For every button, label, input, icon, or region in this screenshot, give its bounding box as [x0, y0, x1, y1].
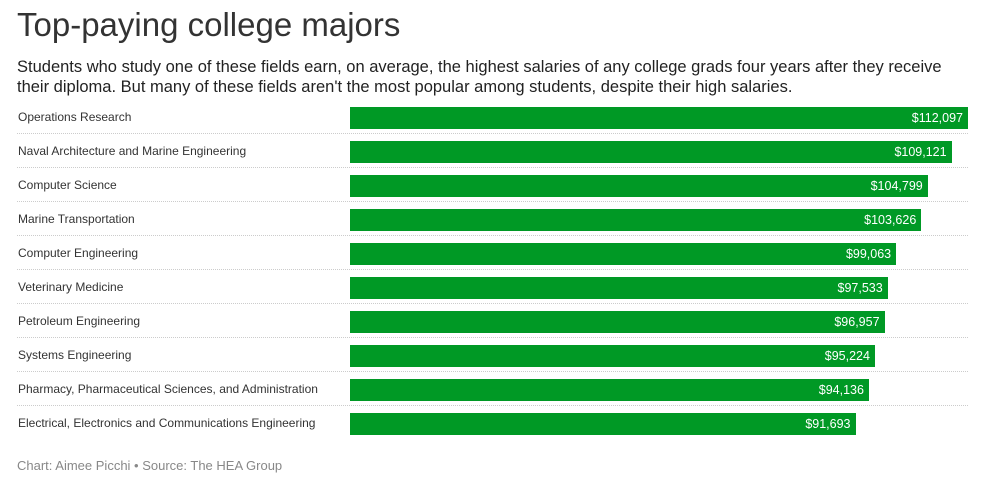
category-label: Marine Transportation	[18, 212, 135, 226]
bar-row: Pharmacy, Pharmaceutical Sciences, and A…	[17, 372, 968, 406]
bar-row: Electrical, Electronics and Communicatio…	[17, 406, 968, 440]
bar: $94,136	[350, 379, 869, 401]
bar-row: Computer Engineering $99,063	[17, 236, 968, 270]
bar: $97,533	[350, 277, 888, 299]
bar: $96,957	[350, 311, 885, 333]
bar: $95,224	[350, 345, 875, 367]
value-label: $97,533	[837, 281, 883, 295]
chart-title: Top-paying college majors	[17, 6, 401, 43]
bar-row: Marine Transportation $103,626	[17, 202, 968, 236]
bar: $104,799	[350, 175, 928, 197]
category-label: Operations Research	[18, 110, 132, 124]
category-label: Veterinary Medicine	[18, 280, 124, 294]
bar: $91,693	[350, 413, 856, 435]
category-label: Computer Science	[18, 178, 117, 192]
category-label: Electrical, Electronics and Communicatio…	[18, 416, 316, 430]
value-label: $112,097	[911, 111, 963, 125]
chart-source: Chart: Aimee Picchi • Source: The HEA Gr…	[17, 458, 283, 473]
bar: $112,097	[350, 107, 968, 129]
chart-subtitle: Students who study one of these fields e…	[17, 58, 942, 96]
bar-chart: Operations Research $112,097 Naval Archite…	[17, 100, 968, 440]
bar: $109,121	[350, 141, 952, 163]
value-label: $99,063	[845, 247, 892, 261]
value-label: $91,693	[805, 417, 851, 431]
category-label: Naval Architecture and Marine Engineerin…	[18, 144, 247, 158]
bar: $103,626	[350, 209, 922, 231]
bar-row: Veterinary Medicine $97,533	[17, 270, 968, 304]
category-label: Computer Engineering	[18, 246, 139, 260]
category-label: Petroleum Engineering	[18, 314, 141, 328]
value-label: $104,799	[870, 179, 923, 193]
category-label: Systems Engineering	[18, 348, 132, 362]
bar: $99,063	[350, 243, 897, 265]
value-label: $103,626	[864, 213, 917, 227]
bar-row: Computer Science $104,799	[17, 168, 968, 202]
bar-row: Naval Architecture and Marine Engineerin…	[17, 134, 968, 168]
category-label: Pharmacy, Pharmaceutical Sciences, and A…	[18, 382, 318, 396]
value-label: $94,136	[818, 383, 864, 397]
bar-row: Systems Engineering $95,224	[17, 338, 968, 372]
value-label: $96,957	[834, 315, 880, 329]
bar-row: Operations Research $112,097	[17, 100, 968, 134]
value-label: $109,121	[894, 145, 947, 159]
value-label: $95,224	[824, 349, 870, 363]
bar-row: Petroleum Engineering $96,957	[17, 304, 968, 338]
